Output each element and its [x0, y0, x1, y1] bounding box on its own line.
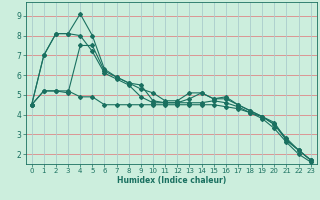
X-axis label: Humidex (Indice chaleur): Humidex (Indice chaleur) [116, 176, 226, 185]
